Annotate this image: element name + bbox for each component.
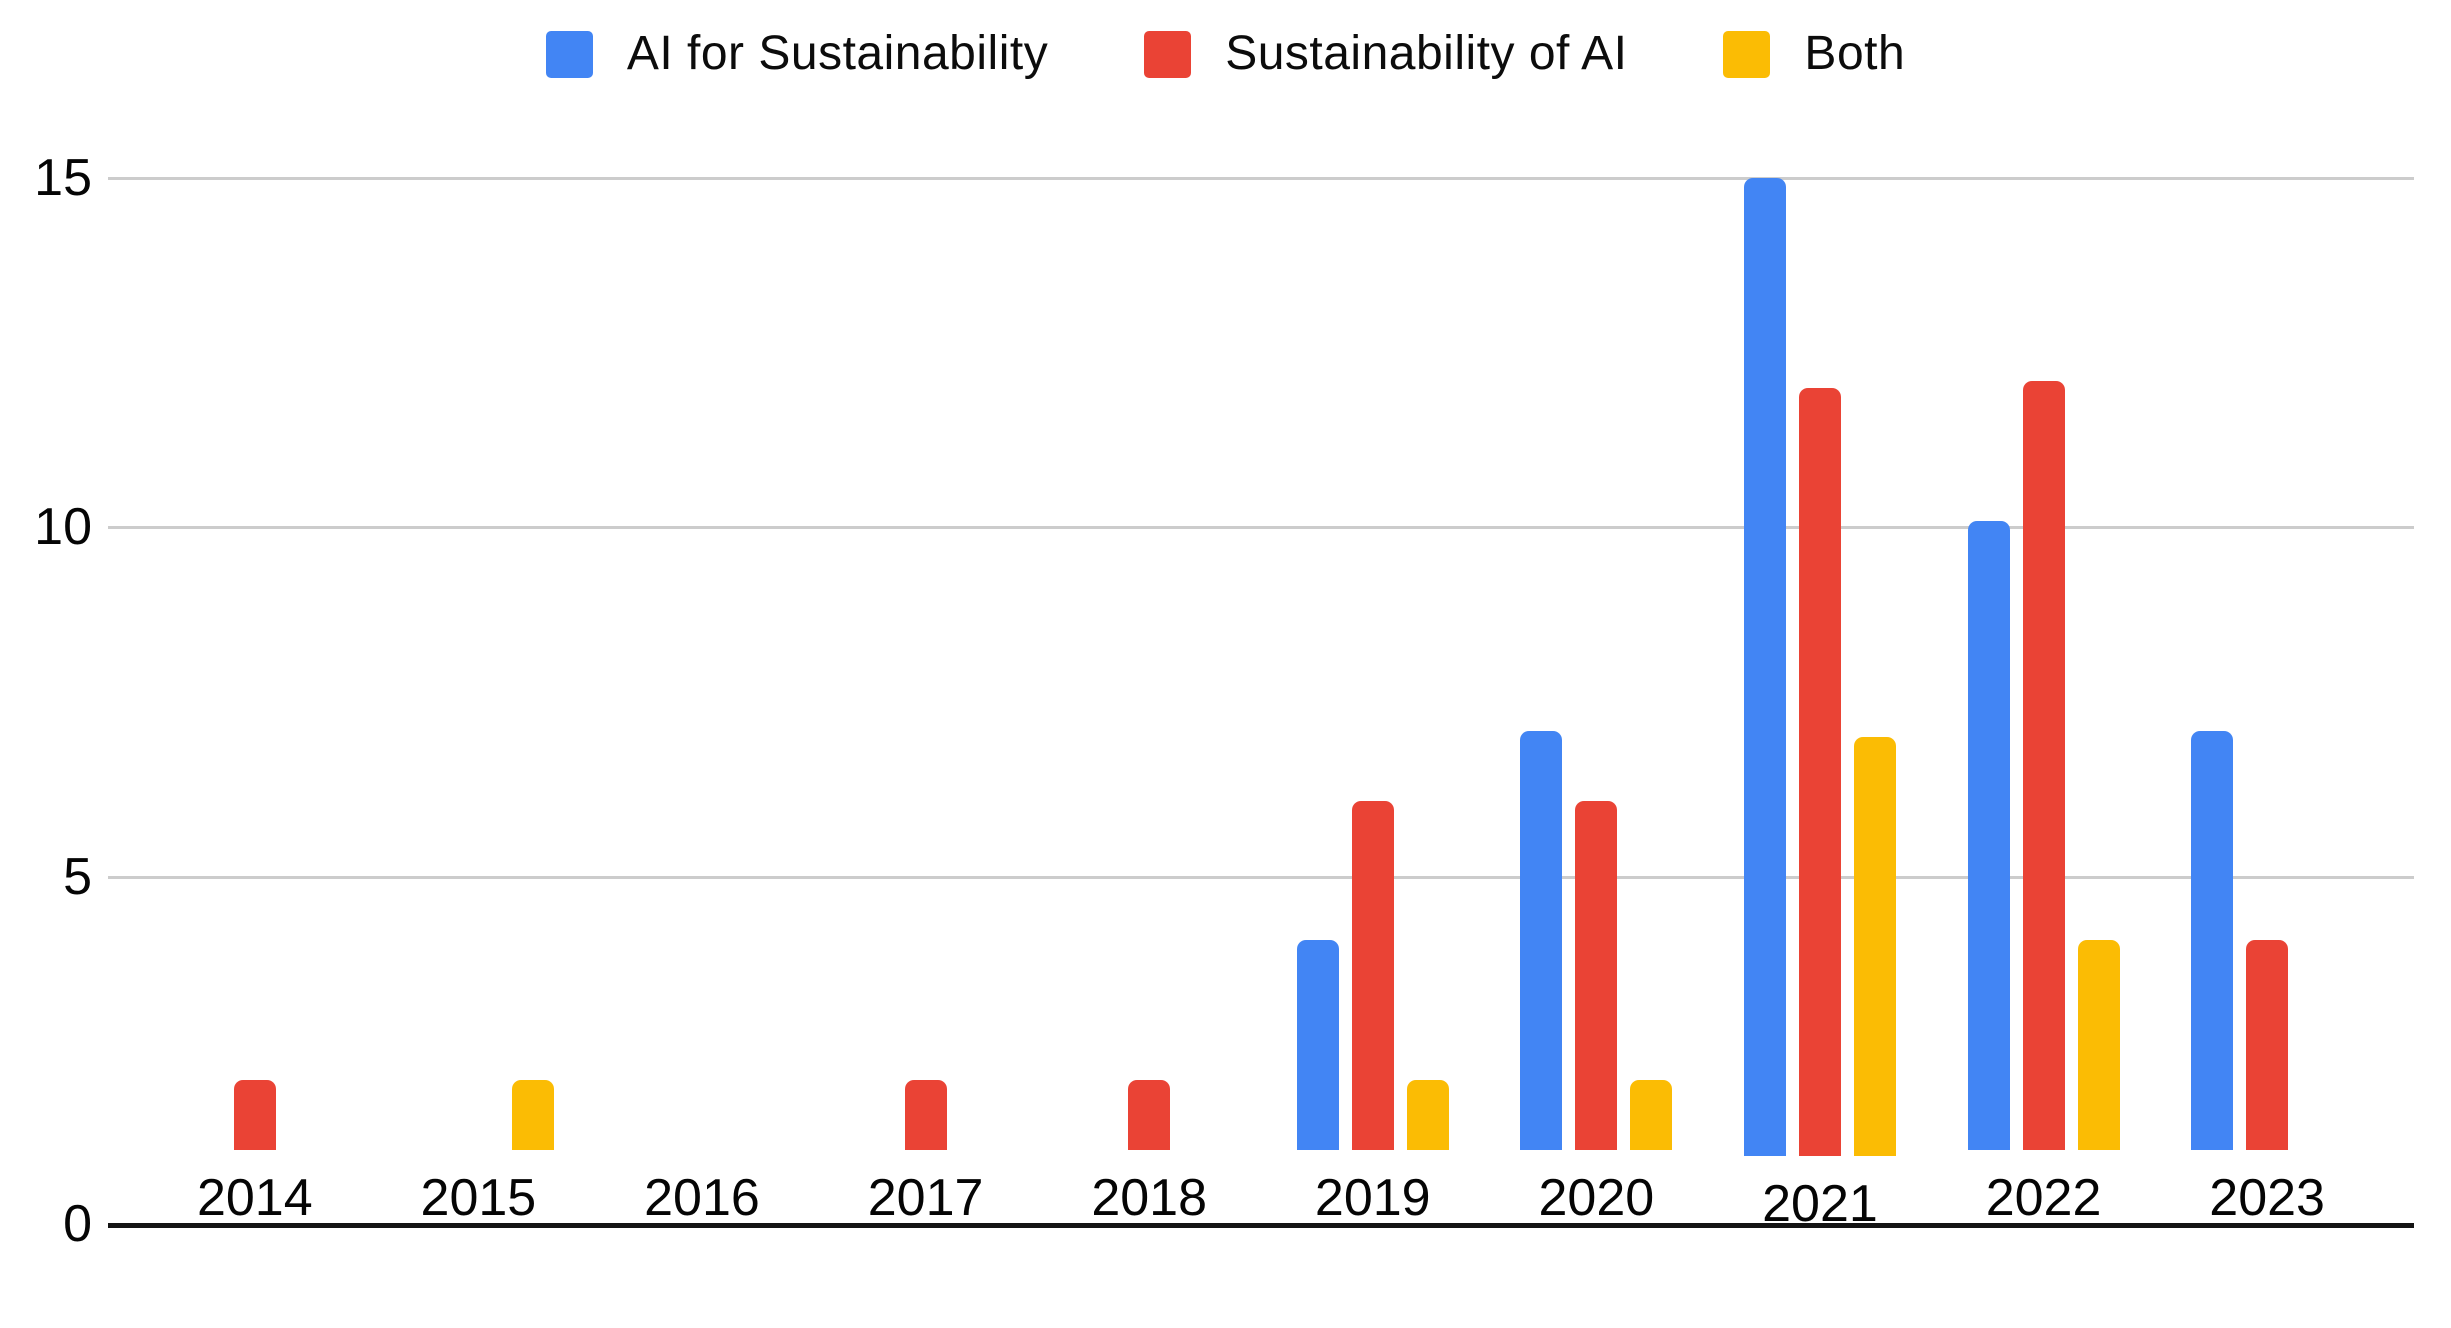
x-tick-2016: 2016: [644, 1169, 760, 1227]
bar-sustainability-of-ai-2020: [1575, 800, 1618, 1150]
bar-group-2020: 2020: [1485, 178, 1709, 1226]
x-tick-2018: 2018: [1091, 1169, 1208, 1227]
bar-sustainability-of-ai-2017: [904, 1080, 947, 1150]
bar-ai-for-sustainability-2019: [1296, 940, 1339, 1150]
legend-label-sustainability-of-ai: Sustainability of AI: [1225, 27, 1628, 80]
bar-both-2019: [1406, 1080, 1449, 1150]
bar-group-2023: 2023: [2155, 178, 2379, 1226]
bars-2023: [2191, 178, 2343, 1150]
bars-2020: [1520, 178, 1673, 1150]
plot-area: 2014 2015 2016 2017 2018 2019 2020 2021 2022 2023: [108, 177, 2414, 1232]
bar-ai-for-sustainability-2021: [1743, 178, 1786, 1157]
bars-2019: [1296, 178, 1449, 1150]
bars-2015: [402, 178, 555, 1150]
legend-item-sustainability-of-ai: Sustainability of AI: [1144, 26, 1627, 82]
bar-group-2018: 2018: [1037, 178, 1261, 1226]
bar-both-2015: [512, 1080, 555, 1150]
gridline-10: [108, 526, 2414, 529]
bars-2017: [850, 178, 1002, 1150]
bar-group-2017: 2017: [814, 178, 1038, 1226]
y-tick-10: 10: [34, 498, 92, 556]
bar-group-2021: 2021: [1708, 178, 1932, 1232]
bar-sustainability-of-ai-2018: [1128, 1080, 1171, 1150]
bars-2014: [179, 178, 331, 1150]
bar-both-2022: [2077, 940, 2120, 1150]
x-tick-2019: 2019: [1314, 1169, 1431, 1227]
plot-groups: 2014 2015 2016 2017 2018 2019 2020 2021 2022 2023: [108, 178, 2414, 1232]
x-tick-2017: 2017: [867, 1169, 984, 1227]
bars-2016: [626, 178, 778, 1150]
bar-group-2015: 2015: [367, 178, 591, 1226]
gridline-15: [108, 177, 2414, 180]
legend-label-ai-for-sustainability: AI for Sustainability: [626, 27, 1049, 80]
bar-sustainability-of-ai-2019: [1351, 800, 1394, 1150]
legend-item-ai-for-sustainability: AI for Sustainability: [545, 26, 1049, 82]
x-tick-2023: 2023: [2209, 1169, 2325, 1227]
bars-2021: [1743, 178, 1896, 1157]
x-axis-baseline: [108, 1223, 2414, 1228]
bar-group-2016: 2016: [590, 178, 814, 1226]
legend-swatch-yellow-icon: [1723, 30, 1771, 78]
x-tick-2015: 2015: [420, 1169, 537, 1227]
y-tick-15: 15: [34, 149, 92, 207]
chart-legend: AI for Sustainability Sustainability of …: [0, 26, 2451, 82]
bar-both-2020: [1630, 1080, 1673, 1150]
legend-swatch-blue-icon: [545, 30, 593, 78]
gridline-5: [108, 876, 2414, 879]
legend-swatch-red-icon: [1144, 30, 1192, 78]
bars-2022: [1967, 178, 2120, 1150]
bars-2018: [1073, 178, 1225, 1150]
bar-sustainability-of-ai-2021: [1798, 387, 1841, 1157]
x-tick-2022: 2022: [1985, 1169, 2102, 1227]
bar-ai-for-sustainability-2020: [1520, 730, 1563, 1150]
legend-item-both: Both: [1723, 26, 1905, 82]
bar-both-2021: [1853, 736, 1896, 1157]
y-tick-5: 5: [63, 848, 92, 906]
x-tick-2021: 2021: [1762, 1175, 1878, 1234]
bar-group-2014: 2014: [143, 178, 367, 1226]
x-tick-2020: 2020: [1538, 1169, 1655, 1227]
x-tick-2014: 2014: [196, 1169, 313, 1227]
bar-sustainability-of-ai-2023: [2246, 940, 2289, 1150]
legend-label-both: Both: [1804, 27, 1906, 80]
bar-group-2022: 2022: [1932, 178, 2156, 1226]
bar-ai-for-sustainability-2023: [2191, 730, 2234, 1150]
y-tick-0: 0: [63, 1195, 92, 1253]
bar-ai-for-sustainability-2022: [1967, 521, 2010, 1150]
bar-sustainability-of-ai-2022: [2022, 381, 2065, 1150]
bar-group-2019: 2019: [1261, 178, 1485, 1226]
bar-sustainability-of-ai-2014: [233, 1080, 276, 1150]
